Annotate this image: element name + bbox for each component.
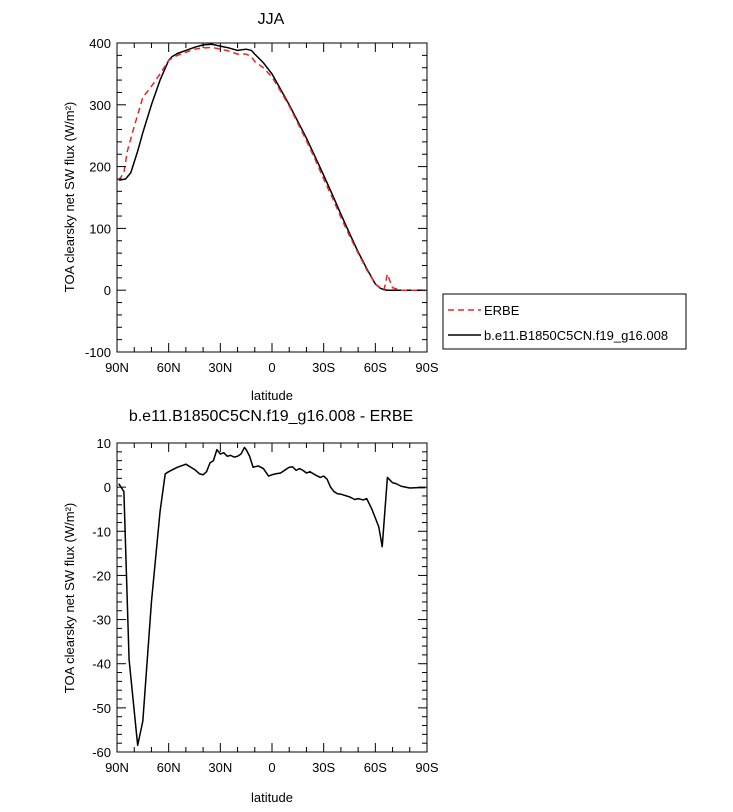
top-series-line: [118, 46, 426, 291]
legend-box: [442, 293, 687, 350]
top-plot-frame: [116, 42, 428, 353]
top-xtick-label: 0: [268, 360, 275, 375]
bottom-plot: b.e11.B1850C5CN.f19_g16.008 - ERBE 90N 60…: [62, 408, 439, 805]
top-series-line: [118, 43, 426, 291]
bottom-ytick-label: 0: [104, 480, 111, 495]
bottom-ytick-label: 10: [97, 436, 111, 451]
top-plot-xlabel: latitude: [251, 388, 293, 403]
bottom-ytick-label: -50: [92, 701, 111, 716]
bottom-ytick-label: -60: [92, 745, 111, 760]
top-plot: JJA 90N 60N 30N 0 30S 60S 90S -100 0 100 200 300 40…: [62, 11, 439, 403]
bottom-xtick-label: 30S: [312, 760, 335, 775]
legend-label-model: b.e11.B1850C5CN.f19_g16.008: [484, 328, 668, 343]
bottom-xtick-label: 60S: [364, 760, 387, 775]
bottom-xtick-label: 90N: [105, 760, 129, 775]
bottom-plot-xlabel: latitude: [251, 790, 293, 805]
top-ytick-label: 100: [89, 221, 111, 236]
top-xtick-label: 90S: [415, 360, 438, 375]
top-xtick-label: 60N: [157, 360, 181, 375]
top-plot-ylabel: TOA clearsky net SW flux (W/m²): [62, 102, 77, 292]
top-ytick-label: 400: [89, 36, 111, 51]
bottom-xtick-label: 0: [268, 760, 275, 775]
legend-label-erbe: ERBE: [484, 303, 520, 318]
top-plot-title: JJA: [258, 11, 285, 28]
bottom-xtick-label: 60N: [157, 760, 181, 775]
bottom-ytick-label: -20: [92, 568, 111, 583]
bottom-series-line: [118, 446, 426, 747]
legend: ERBE b.e11.B1850C5CN.f19_g16.008: [442, 293, 687, 350]
bottom-ytick-label: -40: [92, 657, 111, 672]
top-ytick-label: 300: [89, 98, 111, 113]
bottom-xtick-label: 30N: [208, 760, 232, 775]
bottom-ytick-label: -10: [92, 524, 111, 539]
top-xtick-label: 30S: [312, 360, 335, 375]
top-xtick-label: 90N: [105, 360, 129, 375]
top-ytick-label: -100: [85, 345, 111, 360]
bottom-plot-ylabel: TOA clearsky net SW flux (W/m²): [62, 503, 77, 693]
bottom-xtick-label: 90S: [415, 760, 438, 775]
top-xtick-label: 30N: [208, 360, 232, 375]
top-xtick-label: 60S: [364, 360, 387, 375]
bottom-ytick-label: -30: [92, 613, 111, 628]
top-ytick-label: 0: [104, 283, 111, 298]
top-ytick-label: 200: [89, 160, 111, 175]
bottom-plot-title: b.e11.B1850C5CN.f19_g16.008 - ERBE: [129, 408, 413, 425]
